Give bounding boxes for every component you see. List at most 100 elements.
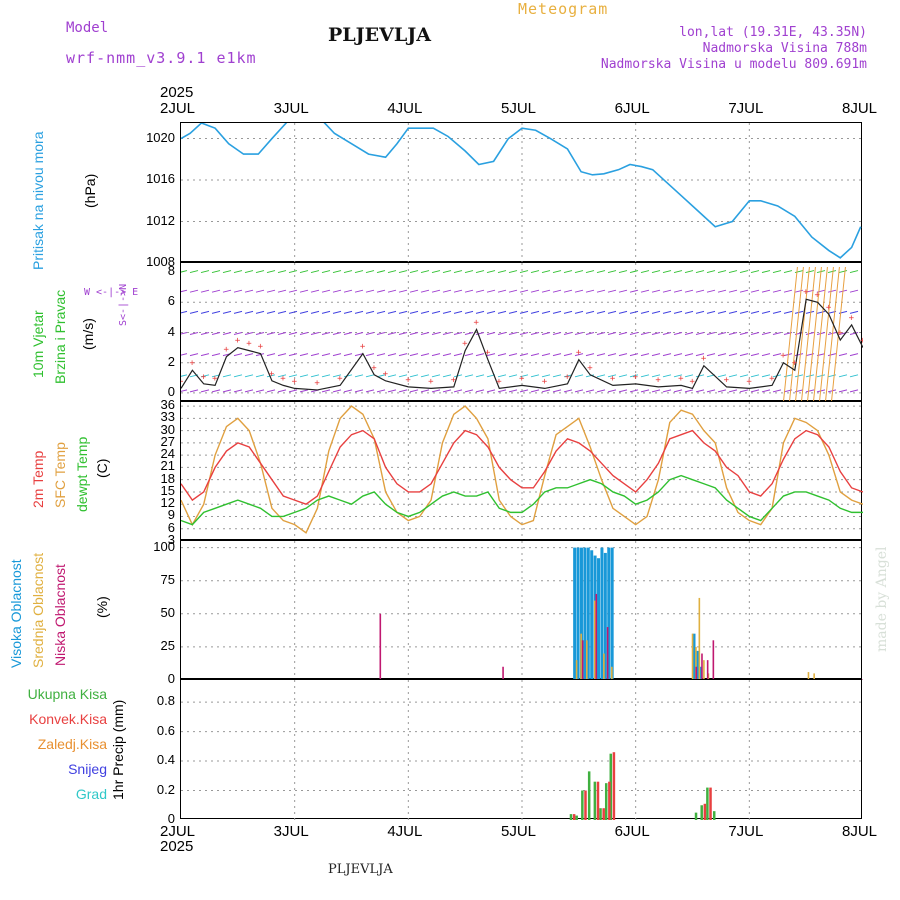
wind-arrow <box>486 310 496 314</box>
gust-marker: + <box>405 375 411 385</box>
wind-arrow <box>596 332 606 335</box>
wind-arrow <box>728 270 738 274</box>
wind-arrow <box>618 310 628 314</box>
wind-arrow <box>728 289 738 293</box>
y-tick-label: 100 <box>153 538 175 554</box>
wind-arrow <box>607 310 617 314</box>
wind-arrow <box>750 270 760 274</box>
wind-arrow <box>189 289 199 293</box>
wind-arrow <box>420 389 430 393</box>
gust-marker: + <box>246 339 252 349</box>
wind-arrow <box>618 389 628 393</box>
wind-arrow <box>233 374 243 378</box>
wind-arrow <box>519 353 529 357</box>
cloud-unit: (%) <box>94 596 110 618</box>
wind-arrow <box>211 332 221 335</box>
day-label: 8JUL <box>842 100 878 117</box>
wind-arrow <box>354 332 364 335</box>
y-tick-label: 6 <box>167 293 175 309</box>
wind-arrow <box>288 374 298 378</box>
wind-arrow <box>376 389 386 393</box>
wind-arrow <box>431 353 441 357</box>
y-tick-label: 8 <box>167 263 175 279</box>
wind-arrow <box>310 310 320 314</box>
dewpt-label: dewpt Temp <box>74 436 90 512</box>
gust-marker: + <box>633 372 639 382</box>
wind-arrow <box>824 266 840 403</box>
wind-arrow <box>178 310 188 314</box>
wind-arrow <box>717 389 727 393</box>
wind-arrow <box>739 389 749 393</box>
mid-cloud-bar <box>691 633 694 680</box>
wind-arrow <box>818 266 834 403</box>
wind-arrow <box>673 270 683 274</box>
wind-arrow <box>849 310 859 314</box>
wind-arrow <box>827 374 837 378</box>
wind-arrow <box>761 332 771 335</box>
wind-arrow <box>255 310 265 314</box>
mid-cloud-bar <box>698 597 701 680</box>
wind-arrow <box>354 374 364 378</box>
high-cloud-bar <box>600 547 604 680</box>
wind-arrow <box>453 332 463 335</box>
wind-arrow <box>255 270 265 274</box>
wind-arrow <box>695 270 705 274</box>
wind-arrow <box>552 374 562 378</box>
wind-arrow <box>585 353 595 357</box>
wind-arrow <box>387 353 397 357</box>
low-cloud-bar <box>695 666 698 680</box>
model-value: wrf-nmm_v3.9.1 e1km <box>66 49 257 67</box>
wind-arrow <box>596 353 606 357</box>
wind-arrow <box>321 332 331 335</box>
wind-arrow <box>629 332 639 335</box>
wind-arrow <box>420 374 430 378</box>
y-tick-label: 75 <box>160 571 175 587</box>
temp-unit: (C) <box>94 458 110 478</box>
wind-arrow <box>684 289 694 293</box>
wind-arrow <box>233 389 243 393</box>
wind-arrow <box>772 310 782 314</box>
wind-arrow <box>431 374 441 378</box>
wind-arrow <box>233 353 243 357</box>
wind-arrow <box>497 332 507 335</box>
wind-arrow <box>706 270 716 274</box>
wind-arrow <box>365 310 375 314</box>
wind-arrow <box>189 310 199 314</box>
wind-arrow <box>288 389 298 393</box>
pressure-panel <box>180 116 863 263</box>
wind-arrow <box>794 266 810 403</box>
wind-arrow <box>563 374 573 378</box>
wind-arrow <box>519 270 529 274</box>
wind-arrow <box>376 332 386 335</box>
low-cloud-bar <box>379 613 382 680</box>
wind-arrow <box>552 270 562 274</box>
y-tick-label: 0 <box>167 671 175 686</box>
wind-arrow <box>409 289 419 293</box>
wind-arrow <box>266 332 276 335</box>
wind-arrow <box>519 310 529 314</box>
wind-arrow <box>838 353 848 357</box>
y-tick-label: 3 <box>167 532 175 547</box>
wind-arrow <box>849 353 859 357</box>
wind-arrow <box>618 374 628 378</box>
wind-arrow <box>387 332 397 335</box>
wind-arrow <box>596 289 606 293</box>
wind-arrow <box>420 353 430 357</box>
dewpt-line <box>180 474 863 526</box>
wind-arrow <box>343 332 353 335</box>
low-cloud-bar <box>701 653 703 680</box>
wind-arrow <box>211 389 221 393</box>
temp2m-label: 2m Temp <box>30 450 46 508</box>
wind-arrow <box>739 374 749 378</box>
y-tick-label: 4 <box>167 323 175 339</box>
gust-marker: + <box>542 377 548 387</box>
wind-arrow <box>596 389 606 393</box>
total-precip-bar <box>604 783 608 820</box>
wind-arrow <box>442 289 452 293</box>
wind-arrow <box>772 353 782 357</box>
cloud-panel <box>180 540 863 681</box>
made-by-watermark: made by Angel <box>874 546 890 653</box>
wind-arrow <box>541 389 551 393</box>
wind-label-1: 10m Vjetar <box>30 310 46 378</box>
wind-arrow <box>662 389 672 393</box>
